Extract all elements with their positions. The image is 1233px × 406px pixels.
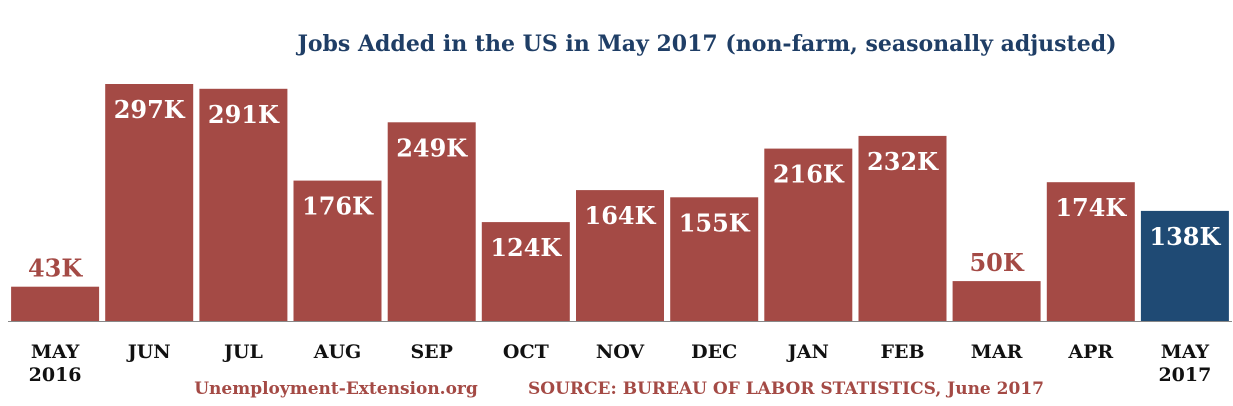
bar-2 xyxy=(199,88,288,321)
bar-value-label-2: 291K xyxy=(208,100,280,129)
bar-value-label-6: 164K xyxy=(585,201,657,230)
bar-value-label-7: 155K xyxy=(679,208,751,237)
bar-value-label-3: 176K xyxy=(302,192,374,221)
bar-value-label-1: 297K xyxy=(114,95,186,124)
x-tick-label-12-1: 2017 xyxy=(1158,364,1211,386)
x-tick-label-1-0: JUN xyxy=(126,341,171,363)
x-tick-label-7-0: DEC xyxy=(691,341,737,363)
chart-title: Jobs Added in the US in May 2017 (non-fa… xyxy=(295,31,1116,57)
bar-value-label-0: 43K xyxy=(28,254,83,283)
x-tick-label-10-0: MAR xyxy=(971,341,1023,363)
bar-11 xyxy=(1046,182,1135,321)
x-tick-label-2-0: JUL xyxy=(222,341,263,363)
footer-source: SOURCE: BUREAU OF LABOR STATISTICS, June… xyxy=(528,379,1044,399)
x-tick-label-12-0: MAY xyxy=(1161,341,1210,363)
bar-value-label-5: 124K xyxy=(490,233,562,262)
x-tick-label-8-0: JAN xyxy=(786,341,829,363)
bar-5 xyxy=(481,222,570,321)
bar-7 xyxy=(670,197,759,321)
bar-value-label-4: 249K xyxy=(396,133,468,162)
bar-12 xyxy=(1140,210,1229,321)
bar-value-label-11: 174K xyxy=(1055,193,1127,222)
x-tick-label-4-0: SEP xyxy=(410,341,453,363)
x-tick-label-0-0: MAY xyxy=(31,341,80,363)
bar-1 xyxy=(105,84,194,321)
bar-value-label-10: 50K xyxy=(969,248,1024,277)
footer-site: Unemployment-Extension.org xyxy=(194,379,478,399)
bar-4 xyxy=(387,122,476,321)
bar-value-label-12: 138K xyxy=(1149,222,1221,251)
bar-9 xyxy=(858,135,947,321)
bar-10 xyxy=(952,281,1041,321)
bar-3 xyxy=(293,180,382,321)
bar-8 xyxy=(764,148,853,321)
x-tick-label-5-0: OCT xyxy=(503,341,549,363)
x-tick-label-0-1: 2016 xyxy=(29,364,82,386)
bar-value-label-9: 232K xyxy=(867,147,939,176)
bar-6 xyxy=(576,190,664,321)
bar-value-label-8: 216K xyxy=(773,160,845,189)
x-tick-label-11-0: APR xyxy=(1067,341,1113,363)
x-tick-label-6-0: NOV xyxy=(596,341,646,363)
bars-group: 43K 297K 291K 176K 249K 124K 164K 155K 216K 232K 5… xyxy=(11,84,1229,321)
x-tick-label-9-0: FEB xyxy=(880,341,924,363)
bar-0 xyxy=(11,286,100,321)
x-tick-label-3-0: AUG xyxy=(313,341,362,363)
